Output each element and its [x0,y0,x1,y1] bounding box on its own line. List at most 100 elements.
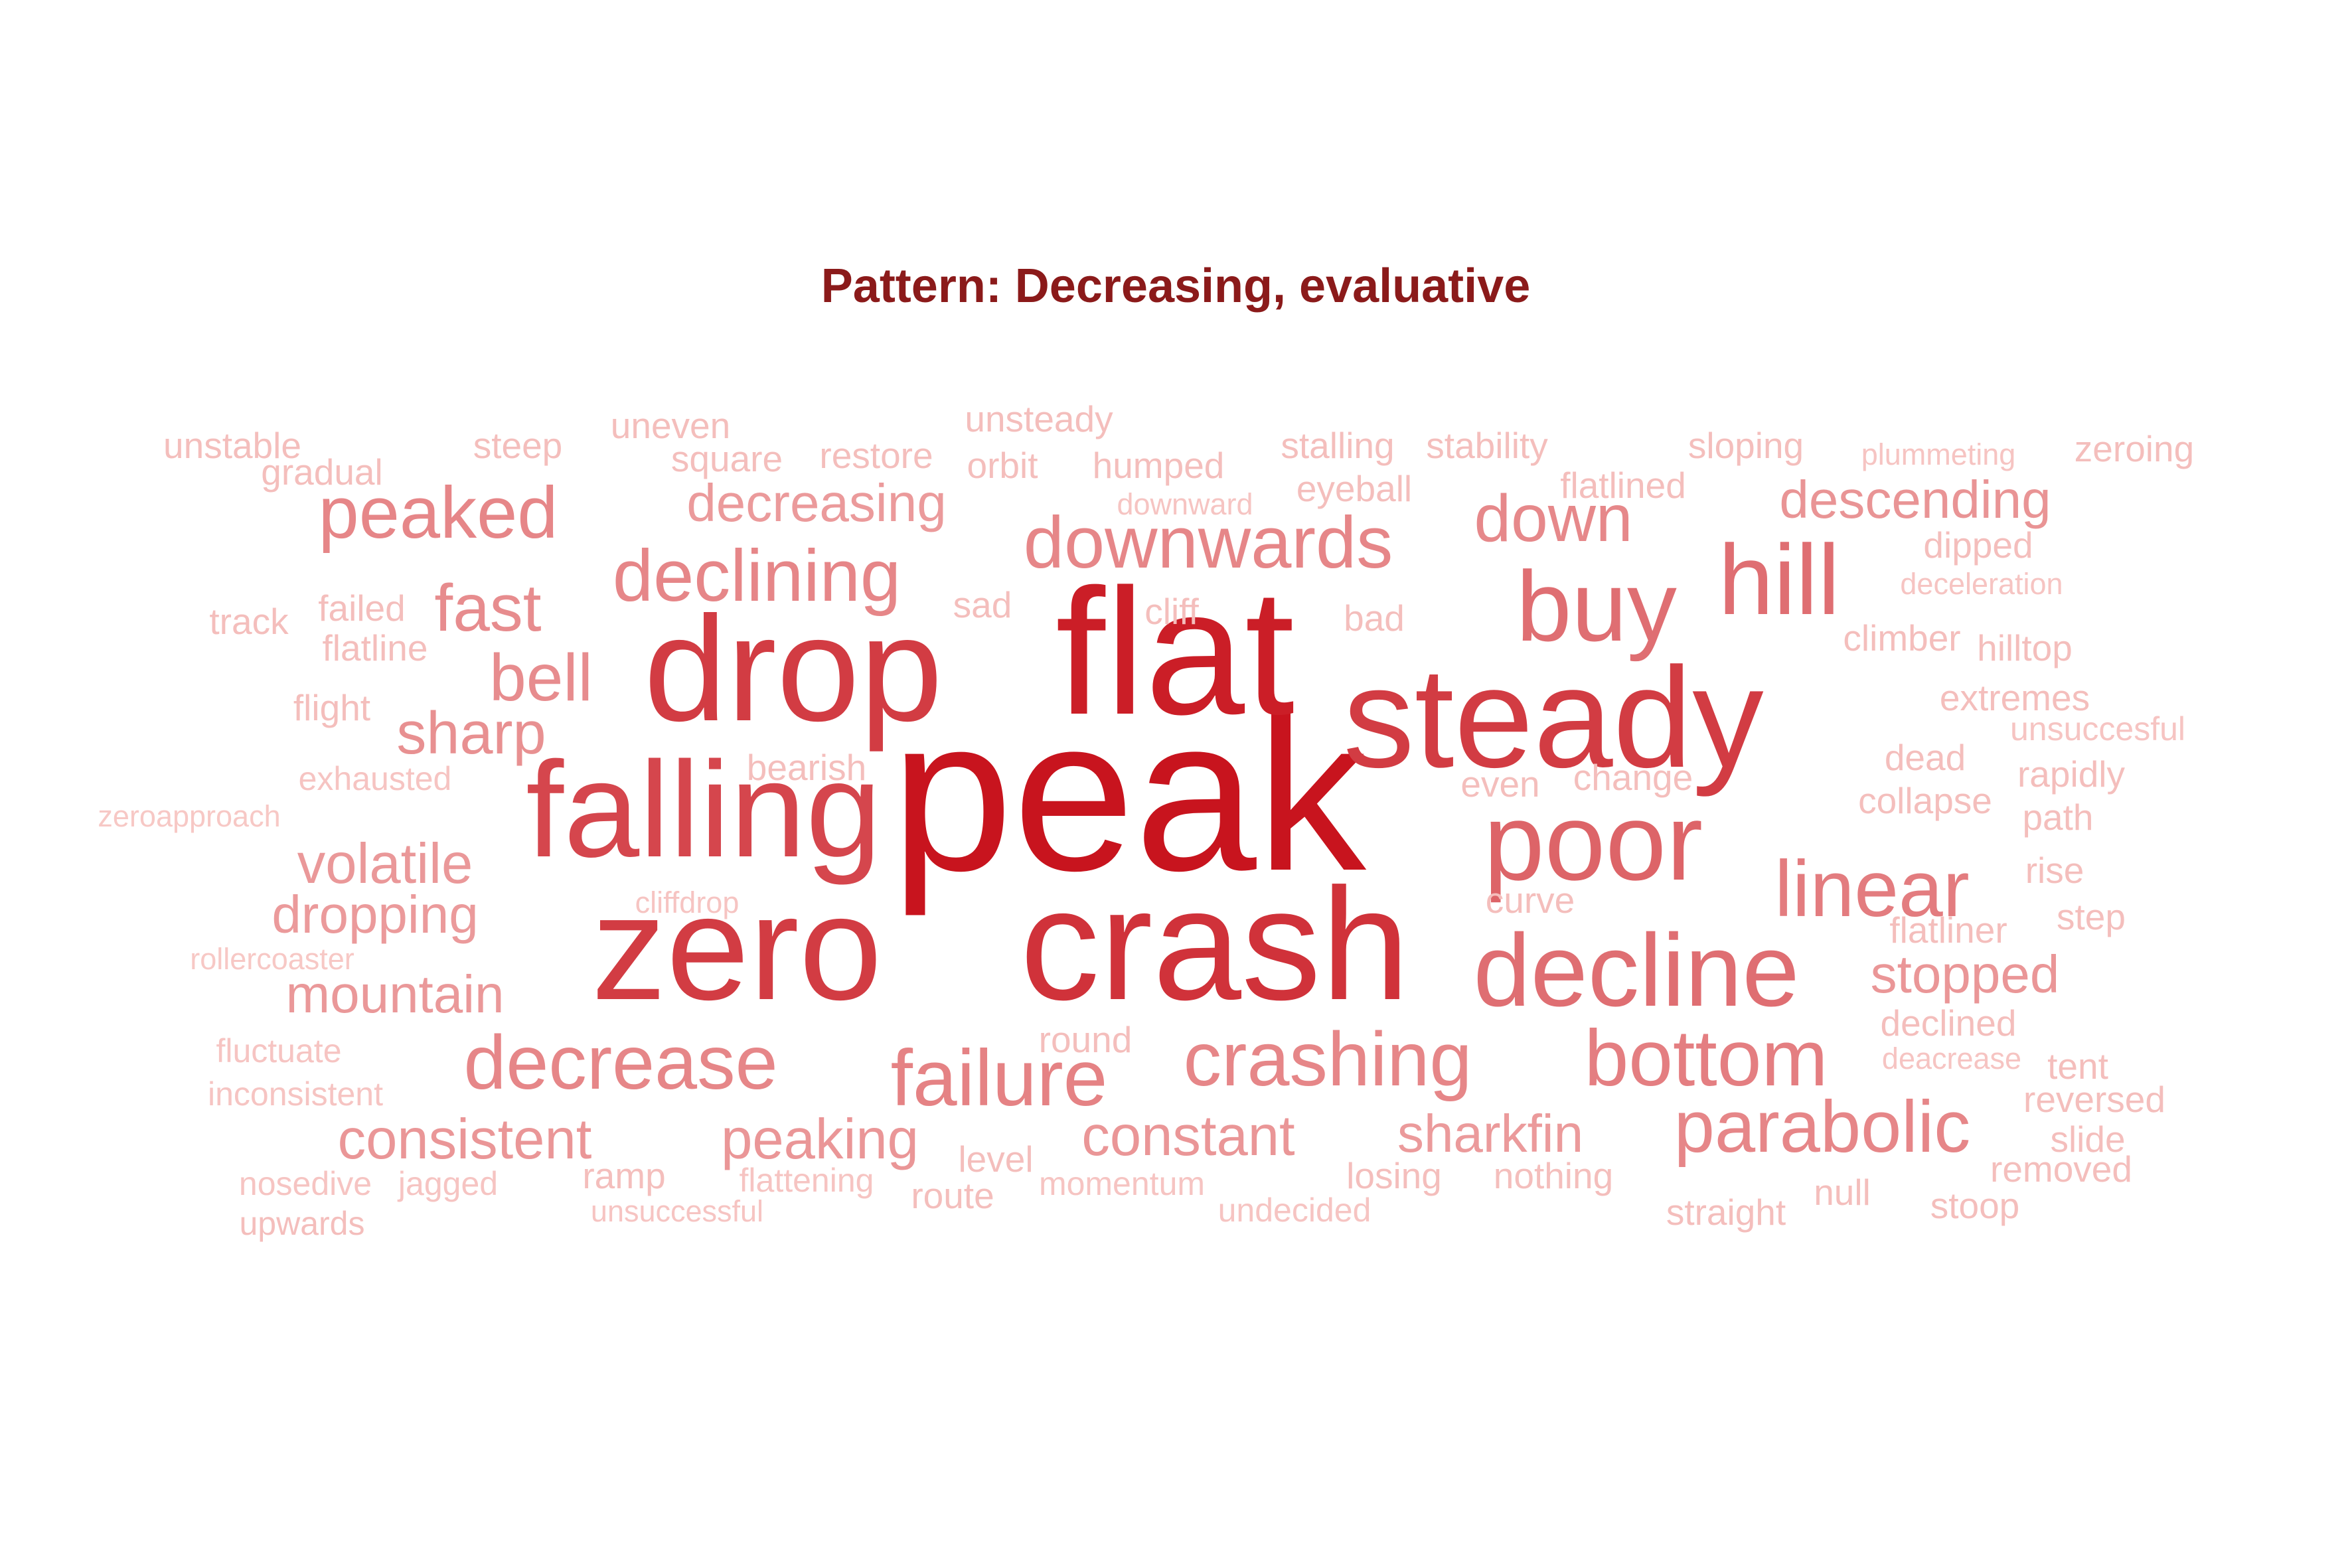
word-linear: linear [1774,844,1970,933]
word-zeroing: zeroing [2075,428,2194,469]
word-orbit: orbit [967,445,1038,486]
word-fast: fast [434,571,541,645]
word-undecided: undecided [1218,1192,1372,1229]
word-dipped: dipped [1923,524,2033,566]
word-losing: losing [1346,1155,1442,1196]
word-plummeting: plummeting [1861,437,2016,471]
word-humped: humped [1093,445,1225,486]
word-momentum: momentum [1039,1165,1205,1202]
word-decreasing: decreasing [686,473,946,532]
word-jagged: jagged [397,1165,498,1202]
word-square: square [671,438,783,479]
word-volatile: volatile [297,832,473,896]
word-rollercoaster: rollercoaster [190,942,354,976]
word-null: null [1814,1172,1871,1213]
word-declining: declining [613,535,901,617]
word-bearish: bearish [747,747,866,788]
word-crashing: crashing [1184,1017,1472,1102]
word-unsteady: unsteady [965,398,1113,439]
word-flattening: flattening [740,1162,874,1199]
word-down: down [1474,481,1632,556]
word-rapidly: rapidly [2017,753,2126,795]
word-steep: steep [473,425,563,466]
word-hill: hill [1718,524,1840,635]
word-unstable: unstable [163,425,301,466]
word-bell: bell [489,641,593,715]
word-steady: steady [1343,637,1764,797]
word-flight: flight [293,687,370,728]
word-parabolic: parabolic [1674,1086,1970,1168]
word-zeroapproach: zeroapproach [98,799,280,833]
word-sloping: sloping [1688,425,1804,466]
word-downwards: downwards [1024,502,1393,584]
word-straight: straight [1666,1192,1786,1233]
word-stalling: stalling [1281,425,1394,466]
word-eyeball: eyeball [1296,468,1412,509]
word-flatliner: flatliner [1889,909,2007,951]
word-route: route [911,1175,994,1216]
word-climber: climber [1843,617,1960,659]
word-zero: zero [591,864,882,1031]
word-restore: restore [819,435,933,476]
word-inconsistent: inconsistent [208,1075,383,1113]
word-unsuccesful: unsuccesful [2010,710,2185,747]
word-rise: rise [2025,850,2084,891]
word-downward: downward [1117,487,1253,521]
word-ramp: ramp [582,1155,665,1196]
word-declined: declined [1881,1002,2017,1044]
word-extremes: extremes [1940,677,2090,718]
word-dead: dead [1885,737,1966,778]
word-collapse: collapse [1858,780,1992,821]
word-stability: stability [1426,425,1548,466]
word-flat: flat [1056,552,1295,752]
word-flatline: flatline [323,627,428,668]
word-descending: descending [1779,470,2051,529]
word-bottom: bottom [1585,1014,1828,1103]
word-stopped: stopped [1871,945,2060,1004]
word-even: even [1460,763,1539,805]
word-peaking: peaking [721,1108,919,1171]
word-constant: constant [1081,1105,1294,1168]
word-crash: crash [1020,855,1410,1033]
word-cliff: cliff [1144,591,1199,632]
word-curve: curve [1486,880,1575,921]
word-decline: decline [1473,913,1799,1028]
word-fluctuate: fluctuate [216,1032,341,1069]
word-poor: poor [1484,781,1703,903]
word-peaked: peaked [319,472,558,554]
word-sharkfin: sharkfin [1397,1104,1583,1163]
word-path: path [2022,797,2093,838]
word-round: round [1039,1019,1133,1060]
word-mountain: mountain [285,965,504,1024]
word-reversed: reversed [2023,1079,2165,1120]
word-drop: drop [644,585,943,752]
word-sharp: sharp [396,700,546,767]
word-dropping: dropping [272,885,478,944]
word-upwards: upwards [240,1205,365,1242]
word-bad: bad [1344,597,1405,639]
word-gradual: gradual [261,451,382,493]
word-removed: removed [1990,1148,2132,1190]
word-nothing: nothing [1494,1155,1613,1196]
word-peak: peak [891,671,1370,917]
word-consistent: consistent [338,1108,592,1171]
word-failure: failure [891,1034,1108,1123]
word-unsuccessful: unsuccessful [591,1194,763,1228]
word-failed: failed [318,588,405,629]
word-tent: tent [2047,1046,2108,1087]
word-deacrease: deacrease [1882,1042,2021,1075]
word-slide: slide [2050,1119,2125,1160]
word-deceleration: deceleration [1900,567,2063,601]
word-falling: falling [526,734,882,886]
word-exhausted: exhausted [299,760,452,797]
word-uneven: uneven [611,405,730,446]
word-level: level [958,1138,1033,1180]
word-track: track [209,601,289,642]
word-sad: sad [953,584,1012,625]
word-cliffdrop: cliffdrop [635,886,740,919]
word-hilltop: hilltop [1977,627,2073,668]
word-flatlined: flatlined [1560,465,1686,506]
word-step: step [2057,896,2126,937]
